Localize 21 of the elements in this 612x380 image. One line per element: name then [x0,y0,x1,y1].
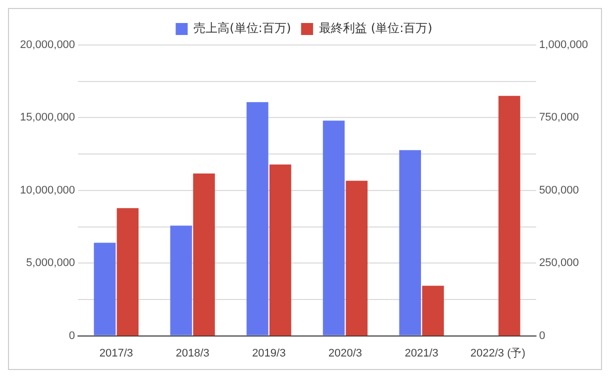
y2-tick-label: 1,000,000 [539,39,588,52]
y2-tick-label: 750,000 [539,112,579,124]
y2-tick-label: 500,000 [539,184,579,196]
bar [422,286,444,336]
x-tick-label: 2021/3 [404,347,438,360]
y2-tick-label: 0 [539,330,546,342]
x-tick-label: 2017/3 [99,347,134,360]
x-tick-label: 2020/3 [328,347,362,360]
legend-label: 売上高(単位:百万) [194,21,292,36]
y-tick-label: 10,000,000 [20,184,76,196]
y2-tick-label: 250,000 [539,257,579,270]
y-tick-label: 5,000,000 [26,257,76,270]
y-tick-label: 20,000,000 [20,39,76,52]
bar [498,96,520,336]
legend-label: 最終利益 (単位:百万) [319,21,432,36]
y-tick-label: 0 [68,330,76,342]
x-tick-label: 2022/3 (予) [470,347,526,360]
y-tick-label: 15,000,000 [20,112,76,124]
x-tick-label: 2019/3 [252,347,286,360]
bar [399,150,421,336]
x-tick-label: 2018/3 [176,347,210,360]
